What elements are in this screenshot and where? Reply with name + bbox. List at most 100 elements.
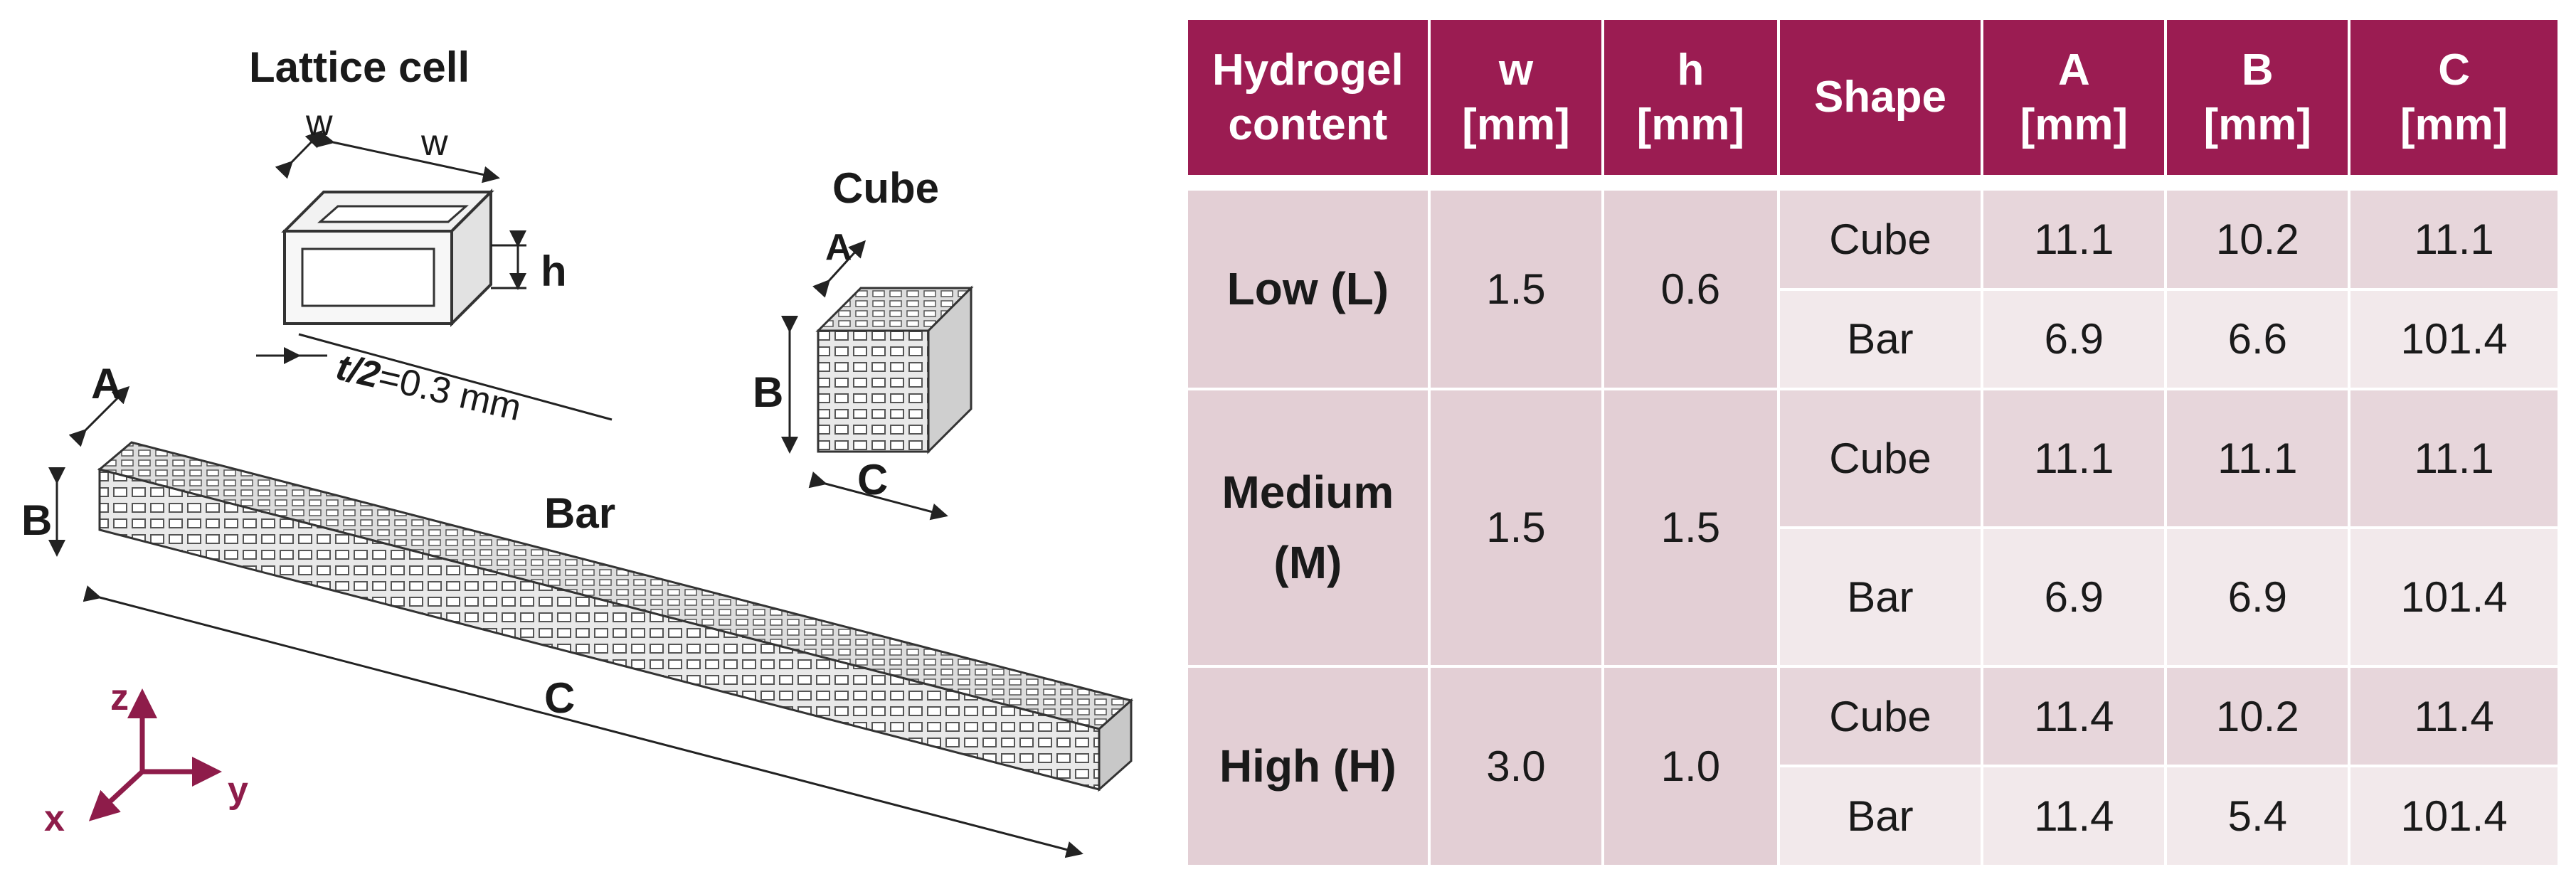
header-w-line2: [mm] [1462,100,1570,149]
header-c-line2: [mm] [2400,100,2508,149]
header-h-line2: [mm] [1636,100,1745,149]
cell-h-high: 1.0 [1604,667,1780,868]
cell-a: 11.4 [1983,767,2168,868]
header-a-line1: A [2057,45,2090,95]
cell-a: 6.9 [1983,528,2168,668]
cell-content-medium-line1: Medium [1221,466,1394,518]
table-row-high-bar: Bar 11.4 5.4 101.4 [1188,767,2558,868]
lattice-w-width-dimension [316,130,500,183]
cell-b: 10.2 [2167,667,2351,768]
cell-h-low: 0.6 [1604,191,1780,391]
lattice-t-symbol: t/2 [332,346,383,396]
lattice-schematic: Lattice cell w w h t/2=0.3 mm Cube A [21,43,1134,858]
cube-a-label: A [825,227,852,268]
bar-c-label: C [544,674,575,722]
cell-shape: Bar [1779,290,1984,391]
coordinate-axes: z y x [44,677,248,839]
cell-w-low: 1.5 [1430,191,1605,391]
header-w: w [mm] [1430,20,1605,175]
cell-content-medium-line2: (M) [1273,536,1342,588]
lattice-t-leader [298,333,613,421]
header-w-line1: w [1498,45,1534,95]
cube-title: Cube [832,164,939,212]
lattice-cell-title: Lattice cell [249,43,470,91]
lattice-cell: Lattice cell w w h t/2=0.3 mm [249,43,613,429]
cube-side-face [927,285,972,454]
bar-c-dimension [83,585,1083,858]
bar-title: Bar [544,489,615,537]
z-axis-label: z [110,677,129,718]
bar-b-label: B [21,496,52,544]
cell-b: 5.4 [2167,767,2351,868]
cell-content-low: Low (L) [1188,191,1431,391]
table-row-medium-bar: Bar 6.9 6.9 101.4 [1188,528,2558,668]
cell-c: 101.4 [2350,767,2558,868]
hydrogel-dimensions-table: Hydrogel content w [mm] h [mm] Shape A [mm] … [1188,20,2558,868]
cell-content-high: High (H) [1188,667,1431,868]
table-row-low-cube: Low (L) 1.5 0.6 Cube 11.1 10.2 11.1 [1188,191,2558,391]
lattice-cell-side-face [450,188,492,327]
cell-shape: Cube [1779,191,1984,291]
cube-a-dimension [812,240,866,298]
cell-a: 11.1 [1983,191,2168,291]
cube-c-label: C [857,456,888,504]
header-b-line2: [mm] [2203,100,2312,149]
lattice-cell-front-window [301,247,435,307]
x-axis-label: x [44,798,65,839]
header-b: B [mm] [2167,20,2351,175]
cell-b: 10.2 [2167,191,2351,291]
cell-c: 101.4 [2350,290,2558,391]
header-hydrogel-content-line2: content [1228,100,1388,149]
table-header-row: Hydrogel content w [mm] h [mm] Shape A [mm] … [1188,20,2558,175]
header-c: C [mm] [2350,20,2558,175]
cell-w-high: 3.0 [1430,667,1605,868]
cell-c: 101.4 [2350,528,2558,668]
table-row-high-cube: High (H) 3.0 1.0 Cube 11.4 10.2 11.4 [1188,667,2558,868]
header-c-line1: C [2438,45,2471,95]
cell-c: 11.4 [2350,667,2558,768]
cell-c: 11.1 [2350,191,2558,291]
cell-shape: Bar [1779,528,1984,668]
cell-a: 6.9 [1983,290,2168,391]
header-gap-cell [1188,175,2558,191]
cell-content-low-text: Low (L) [1226,262,1389,314]
cube-specimen: Cube A B C [753,164,974,521]
cell-w-medium: 1.5 [1430,390,1605,668]
header-h-line1: h [1677,45,1705,95]
header-a-line2: [mm] [2020,100,2129,149]
lattice-cell-top-window [317,205,469,223]
header-a: A [mm] [1983,20,2168,175]
lattice-w-width-label: w [420,122,448,164]
header-gap-row [1188,175,2558,191]
cell-h-medium: 1.5 [1604,390,1780,668]
cell-content-high-text: High (H) [1219,740,1396,792]
cell-c: 11.1 [2350,390,2558,529]
table-row-medium-cube: Medium (M) 1.5 1.5 Cube 11.1 11.1 11.1 [1188,390,2558,668]
header-b-line1: B [2241,45,2274,95]
header-shape: Shape [1779,20,1984,175]
cube-c-dimension [808,472,948,521]
cell-b: 11.1 [2167,390,2351,529]
bar-specimen: Bar A B C [21,360,1134,858]
cell-b: 6.6 [2167,290,2351,391]
cube-b-label: B [753,368,783,416]
lattice-h-label: h [541,247,567,295]
cell-shape: Bar [1779,767,1984,868]
cube-front-face [817,329,930,453]
lattice-w-depth-label: w [305,102,333,144]
lattice-t-text: t/2=0.3 mm [332,346,525,429]
cell-a: 11.4 [1983,667,2168,768]
cell-content-medium: Medium (M) [1188,390,1431,668]
y-axis-label: y [228,770,248,811]
header-h: h [mm] [1604,20,1780,175]
cell-a: 11.1 [1983,390,2168,529]
header-hydrogel-content-line1: Hydrogel [1212,45,1404,95]
table-row-low-bar: Bar 6.9 6.6 101.4 [1188,290,2558,391]
header-shape-line1: Shape [1813,73,1947,122]
cell-shape: Cube [1779,667,1984,768]
cell-b: 6.9 [2167,528,2351,668]
bar-top-face [97,441,1134,730]
bar-end-face [1098,698,1133,792]
lattice-t-value: =0.3 mm [374,356,525,429]
bar-a-dimension [68,385,130,447]
